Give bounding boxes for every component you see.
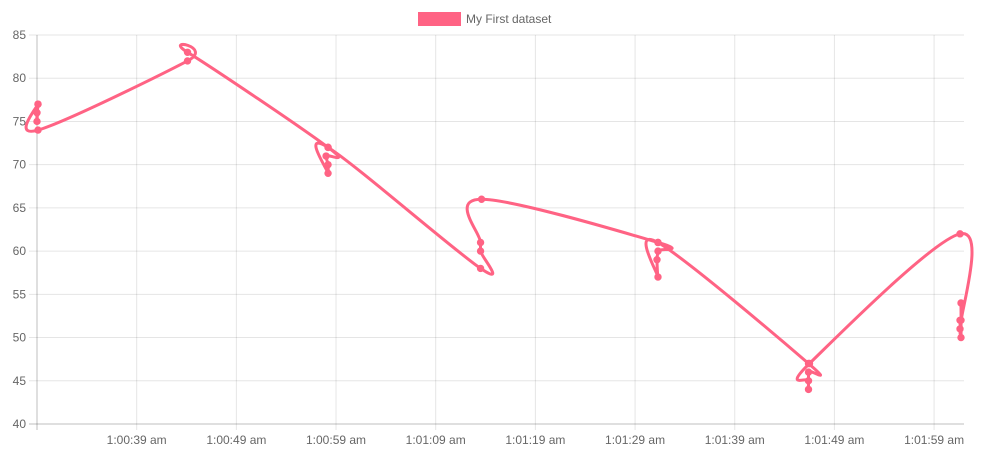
data-point[interactable] — [33, 117, 41, 126]
y-tick-label: 45 — [13, 374, 27, 388]
x-tick-label: 1:00:49 am — [206, 433, 266, 447]
data-point[interactable] — [654, 247, 662, 255]
data-point[interactable] — [653, 256, 661, 264]
x-tick-label: 1:01:29 am — [605, 433, 665, 447]
data-point[interactable] — [477, 195, 486, 203]
legend-label: My First dataset — [466, 12, 552, 26]
data-point[interactable] — [476, 264, 485, 273]
y-tick-label: 75 — [13, 114, 27, 128]
x-tick-label: 1:01:09 am — [406, 433, 466, 447]
data-point[interactable] — [324, 143, 332, 152]
x-tick-label: 1:01:49 am — [804, 433, 864, 447]
data-point[interactable] — [956, 316, 964, 324]
x-tick-label: 1:01:39 am — [705, 433, 765, 447]
y-axis-ticks: 40 45 50 55 60 65 70 75 80 85 — [13, 28, 27, 431]
data-point[interactable] — [33, 109, 41, 117]
y-tick-label: 85 — [13, 28, 27, 42]
data-point[interactable] — [183, 48, 192, 56]
data-point[interactable] — [956, 230, 964, 238]
data-point[interactable] — [324, 169, 332, 178]
y-tick-label: 80 — [13, 71, 27, 85]
data-point[interactable] — [34, 126, 42, 134]
data-point[interactable] — [183, 57, 192, 65]
data-point[interactable] — [476, 238, 485, 247]
y-tick-label: 50 — [13, 331, 27, 345]
x-tick-label: 1:01:59 am — [904, 433, 964, 447]
legend-swatch — [418, 12, 461, 26]
y-tick-label: 55 — [13, 287, 27, 301]
y-tick-label: 70 — [13, 158, 27, 172]
x-tick-label: 1:00:39 am — [107, 433, 167, 447]
data-point[interactable] — [324, 160, 332, 169]
data-point[interactable] — [654, 238, 662, 247]
data-point[interactable] — [957, 299, 965, 307]
x-tick-label: 1:01:19 am — [505, 433, 565, 447]
data-point[interactable] — [804, 368, 813, 376]
y-tick-label: 40 — [13, 417, 27, 431]
y-tick-label: 60 — [13, 244, 27, 258]
data-point[interactable] — [804, 377, 813, 385]
data-point[interactable] — [956, 325, 964, 333]
y-tick-label: 65 — [13, 201, 27, 215]
data-point[interactable] — [804, 385, 813, 394]
x-tick-label: 1:00:59 am — [306, 433, 366, 447]
data-point[interactable] — [476, 247, 485, 255]
data-point[interactable] — [322, 152, 330, 160]
data-point[interactable] — [654, 273, 662, 281]
data-point[interactable] — [957, 333, 965, 342]
grid — [29, 34, 964, 430]
data-point[interactable] — [805, 359, 814, 368]
x-axis-ticks: 1:00:39 am 1:00:49 am 1:00:59 am 1:01:09 am… — [107, 433, 964, 447]
series-line-my-first-dataset — [24, 42, 974, 392]
legend[interactable]: My First dataset — [418, 12, 552, 26]
data-point[interactable] — [34, 100, 42, 108]
data-points — [33, 48, 965, 394]
